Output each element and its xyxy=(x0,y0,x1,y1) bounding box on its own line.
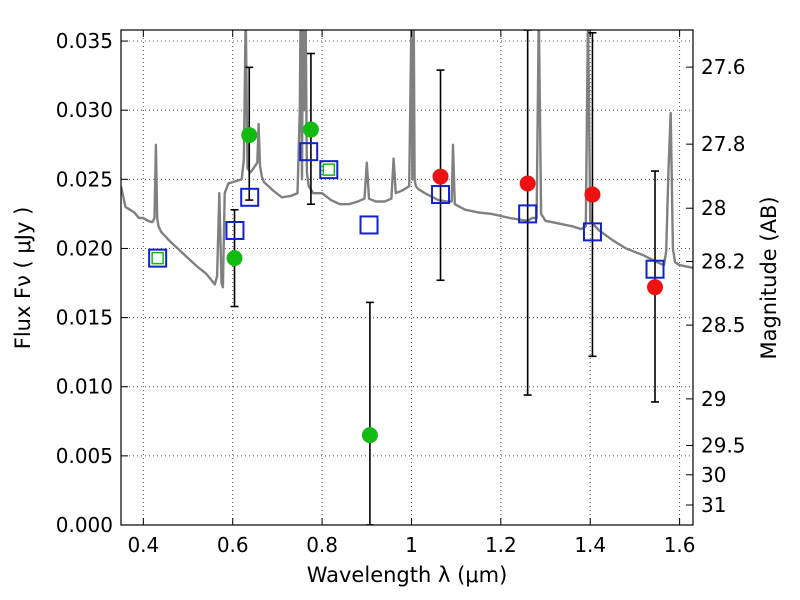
x-tick-label: 0.8 xyxy=(306,533,338,557)
x-tick-label: 0.4 xyxy=(127,533,159,557)
magnitude-tick-label: 27.8 xyxy=(701,132,746,156)
y-tick-label: 0.000 xyxy=(56,513,113,537)
x-tick-label: 1.6 xyxy=(664,533,696,557)
model-square-marker-inner xyxy=(322,163,336,176)
x-axis: 0.4 0.6 0.8 1 1.2 1.4 1.6 xyxy=(127,30,696,557)
red-data-point xyxy=(647,279,664,296)
model-square-marker xyxy=(359,215,379,235)
y-tick-label: 0.015 xyxy=(56,306,113,330)
green-data-point xyxy=(226,250,243,267)
model-square-marker-inner xyxy=(151,251,164,265)
magnitude-tick-label: 29.5 xyxy=(701,433,746,457)
model-square-marker xyxy=(299,142,319,162)
sed-layer xyxy=(121,30,693,289)
model-square-marker xyxy=(240,187,260,207)
y-tick-label: 0.030 xyxy=(56,98,113,122)
x-tick-label: 1.2 xyxy=(485,533,517,557)
model-square-marker xyxy=(645,259,665,279)
magnitude-axis: 27.6 27.8 28 28.2 28.5 29 29.5 30 31 xyxy=(686,55,746,517)
magnitude-axis-label: Magnitude (AB) xyxy=(757,196,781,359)
model-square-marker xyxy=(148,248,168,268)
x-tick-label: 1 xyxy=(405,533,418,557)
model-square-marker xyxy=(319,160,339,180)
magnitude-tick-label: 28.2 xyxy=(701,250,746,274)
x-tick-label: 0.6 xyxy=(217,533,249,557)
magnitude-tick-label: 27.6 xyxy=(701,55,746,79)
y-tick-label: 0.035 xyxy=(56,29,113,53)
model-square-marker xyxy=(518,204,538,224)
magnitude-tick-label: 30 xyxy=(701,463,726,487)
y-tick-label: 0.020 xyxy=(56,236,113,260)
magnitude-tick-label: 29 xyxy=(701,387,726,411)
green-data-point xyxy=(361,427,378,444)
plot-frame xyxy=(120,29,694,526)
model-square-marker xyxy=(431,185,451,205)
red-data-point xyxy=(432,168,449,185)
magnitude-tick-label: 28.5 xyxy=(701,313,746,337)
y-tick-label: 0.005 xyxy=(56,444,113,468)
y-tick-label: 0.025 xyxy=(56,167,113,191)
green-data-point xyxy=(302,121,319,138)
x-axis-label: Wavelength λ (μm) xyxy=(307,563,508,587)
red-data-point xyxy=(584,186,601,203)
magnitude-tick-label: 28 xyxy=(701,196,726,220)
y-axis-label: Flux Fν ( μJy ) xyxy=(11,207,35,350)
x-tick-label: 1.4 xyxy=(574,533,606,557)
model-square-marker xyxy=(225,220,245,240)
sed-template-line xyxy=(121,30,693,289)
model-square-marker xyxy=(582,222,602,242)
magnitude-tick-label: 31 xyxy=(701,493,726,517)
data-markers xyxy=(148,121,665,444)
y-axis: 0.000 0.005 0.010 0.015 0.020 0.025 0.030 0.035 xyxy=(56,29,128,537)
green-data-point xyxy=(241,127,258,144)
red-data-point xyxy=(519,175,536,192)
plot-background xyxy=(121,30,693,525)
y-tick-label: 0.010 xyxy=(56,375,113,399)
